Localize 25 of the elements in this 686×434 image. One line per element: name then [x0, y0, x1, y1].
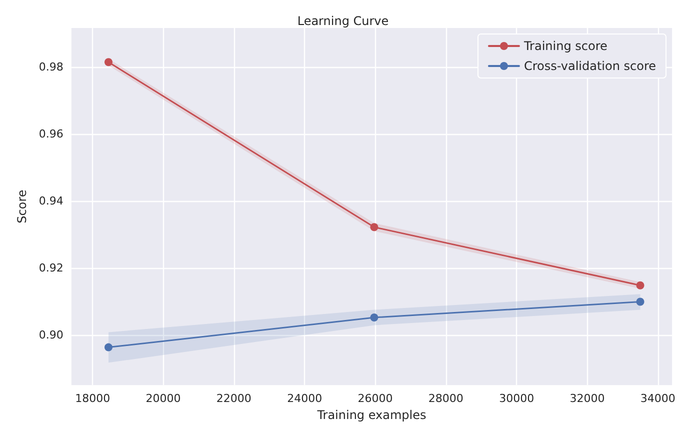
x-tick-label: 24000 [287, 392, 322, 406]
x-tick-label: 30000 [499, 392, 534, 406]
chart-title: Learning Curve [297, 14, 389, 28]
y-tick-label: 0.94 [38, 194, 64, 208]
y-tick-label: 0.90 [38, 328, 64, 342]
point [104, 343, 112, 352]
y-axis-title: Score [15, 190, 29, 224]
point [636, 298, 644, 306]
x-tick-label: 32000 [570, 392, 605, 406]
x-axis-title: Training examples [316, 408, 426, 422]
x-tick-label: 18000 [75, 392, 110, 406]
point [104, 58, 112, 66]
legend-label: Training score [522, 39, 608, 53]
x-tick-label: 20000 [146, 392, 181, 406]
legend-label: Cross-validation score [524, 59, 656, 73]
x-tick-label: 34000 [640, 392, 676, 406]
point [370, 223, 378, 232]
x-tick-label: 22000 [216, 392, 252, 406]
y-tick-label: 0.92 [38, 261, 64, 274]
y-tick-label: 0.98 [38, 60, 64, 74]
y-tick-label: 0.96 [38, 128, 64, 141]
point [636, 281, 644, 290]
x-tick-label: 26000 [358, 392, 393, 406]
x-tick-label: 28000 [428, 392, 464, 406]
point [370, 313, 378, 322]
